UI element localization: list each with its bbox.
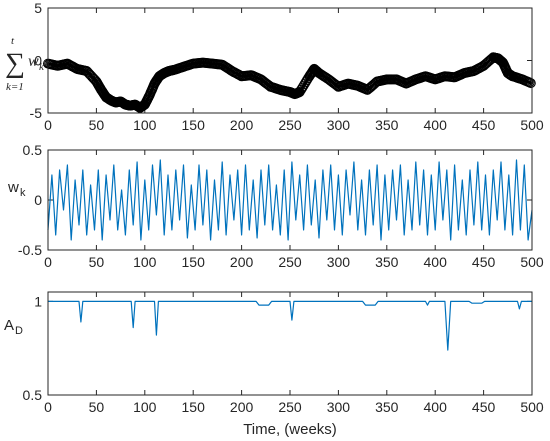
- x-tick-label: 200: [230, 117, 254, 133]
- plot-area: [48, 292, 532, 395]
- sum-lower-limit: k=1: [6, 81, 24, 93]
- x-tick-label: 0: [44, 399, 52, 415]
- x-tick-label: 150: [182, 254, 206, 270]
- x-tick-label: 300: [327, 399, 351, 415]
- x-tick-label: 300: [327, 254, 351, 270]
- x-tick-label: 100: [133, 399, 157, 415]
- panel-3-ylabel: A D: [4, 317, 23, 337]
- sum-upper-limit: t: [11, 35, 15, 47]
- x-tick-label: 0: [44, 254, 52, 270]
- x-tick-label: 500: [520, 254, 544, 270]
- sum-term-sub: k: [39, 61, 45, 73]
- series-line: [47, 159, 533, 241]
- x-tick-label: 200: [230, 254, 254, 270]
- x-tick-label: 400: [424, 399, 448, 415]
- x-tick-label: 250: [278, 254, 302, 270]
- y-tick-label: 0.5: [23, 142, 43, 158]
- x-tick-label: 300: [327, 117, 351, 133]
- x-tick-label: 400: [424, 254, 448, 270]
- x-tick-label: 50: [89, 254, 105, 270]
- w-label: w: [7, 179, 19, 196]
- x-tick-label: 200: [230, 399, 254, 415]
- x-tick-label: 450: [472, 117, 496, 133]
- axes-box: [47, 7, 533, 114]
- y-tick-label: 0: [34, 53, 42, 69]
- series-line: [48, 300, 532, 351]
- axes-box: [47, 291, 533, 396]
- a-d-panel: 0 50 100 150 200 250 300 350 400 450 500 0.5 1: [23, 291, 544, 415]
- sum-symbol: ∑: [5, 48, 25, 79]
- y-tick-label: 0: [34, 192, 42, 208]
- a-label-sub: D: [15, 325, 23, 337]
- x-tick-label: 150: [182, 399, 206, 415]
- cumulative-sum-panel: 0 50 100 150 200 250 300 350 400 450 500-505: [30, 0, 544, 133]
- x-tick-label: 100: [133, 117, 157, 133]
- x-tick-label: 350: [375, 399, 399, 415]
- x-tick-label: 350: [375, 117, 399, 133]
- w-k-panel: 0 50 100 150 200 250 300 350 400 450 500-0.500.5: [18, 142, 544, 270]
- x-tick-label: 150: [182, 117, 206, 133]
- data-marker: [525, 78, 536, 89]
- x-tick-label: 50: [89, 117, 105, 133]
- x-tick-label: 400: [424, 117, 448, 133]
- x-tick-label: 250: [278, 399, 302, 415]
- panel-1-ylabel: ∑ t k=1 w k: [5, 35, 45, 93]
- x-tick-label: 0: [44, 117, 52, 133]
- y-tick-label: 0.5: [23, 387, 43, 403]
- x-tick-label: 450: [472, 254, 496, 270]
- axes-box: [47, 149, 533, 251]
- data-marker: [223, 63, 234, 74]
- data-marker: [369, 78, 380, 89]
- y-tick-label: -5: [30, 105, 43, 121]
- x-tick-label: 50: [89, 399, 105, 415]
- x-axis-label: Time, (weeks): [243, 421, 337, 438]
- x-tick-label: 450: [472, 399, 496, 415]
- y-tick-label: 5: [34, 0, 42, 16]
- x-tick-label: 350: [375, 254, 399, 270]
- x-tick-label: 500: [520, 399, 544, 415]
- y-tick-label: -0.5: [18, 242, 42, 258]
- x-tick-label: 250: [278, 117, 302, 133]
- panel-2-ylabel: w k: [7, 179, 26, 199]
- w-label-sub: k: [20, 187, 26, 199]
- a-label: A: [4, 317, 14, 334]
- x-tick-label: 100: [133, 254, 157, 270]
- sum-term: w: [28, 53, 39, 70]
- y-tick-label: 1: [34, 293, 42, 309]
- x-tick-label: 500: [520, 117, 544, 133]
